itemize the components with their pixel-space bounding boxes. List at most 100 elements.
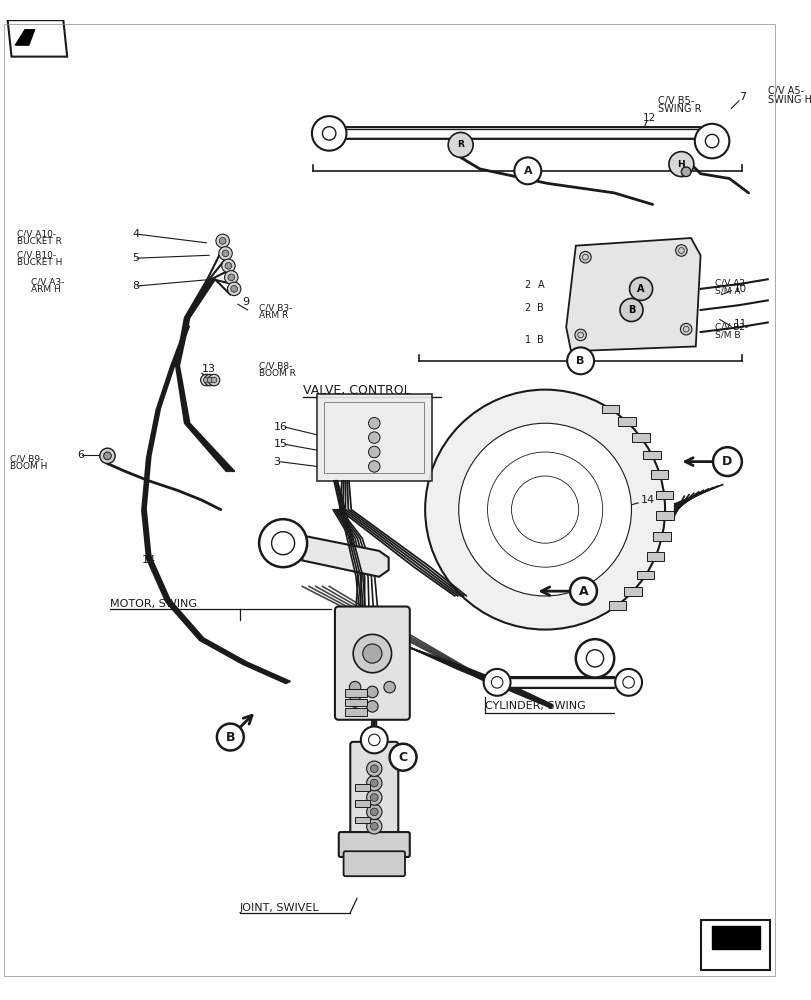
Circle shape bbox=[448, 132, 473, 157]
Text: BUCKET R: BUCKET R bbox=[17, 237, 62, 246]
Text: A: A bbox=[537, 280, 543, 290]
FancyBboxPatch shape bbox=[608, 601, 625, 610]
Circle shape bbox=[368, 446, 380, 458]
Text: A: A bbox=[523, 166, 531, 176]
FancyBboxPatch shape bbox=[316, 394, 431, 481]
Circle shape bbox=[370, 794, 378, 801]
Text: 14: 14 bbox=[142, 555, 156, 565]
Circle shape bbox=[384, 681, 395, 693]
FancyBboxPatch shape bbox=[345, 708, 366, 716]
Circle shape bbox=[366, 775, 381, 791]
Text: 14: 14 bbox=[641, 495, 654, 505]
FancyBboxPatch shape bbox=[354, 800, 370, 807]
Circle shape bbox=[218, 247, 232, 260]
Text: R: R bbox=[457, 140, 464, 149]
Circle shape bbox=[349, 681, 360, 693]
Text: ARM H: ARM H bbox=[31, 285, 60, 294]
Circle shape bbox=[363, 644, 381, 663]
Circle shape bbox=[366, 804, 381, 820]
Circle shape bbox=[425, 390, 664, 630]
Text: 16: 16 bbox=[273, 422, 287, 432]
FancyBboxPatch shape bbox=[632, 433, 649, 442]
Text: 9: 9 bbox=[242, 297, 249, 307]
FancyBboxPatch shape bbox=[601, 405, 618, 413]
Text: 13: 13 bbox=[201, 364, 215, 374]
Text: C/V B9-: C/V B9- bbox=[10, 454, 43, 463]
Circle shape bbox=[211, 377, 217, 383]
Text: 4: 4 bbox=[132, 229, 139, 239]
Circle shape bbox=[366, 790, 381, 805]
FancyBboxPatch shape bbox=[646, 552, 663, 561]
Circle shape bbox=[680, 323, 691, 335]
FancyBboxPatch shape bbox=[345, 699, 366, 706]
Circle shape bbox=[225, 271, 238, 284]
Circle shape bbox=[513, 157, 541, 184]
Circle shape bbox=[259, 519, 307, 567]
FancyBboxPatch shape bbox=[654, 491, 672, 499]
Text: 10: 10 bbox=[733, 284, 746, 294]
Text: A: A bbox=[578, 585, 588, 598]
Circle shape bbox=[219, 238, 225, 244]
Text: C: C bbox=[398, 751, 407, 764]
Text: C/V A5-: C/V A5- bbox=[767, 86, 803, 96]
Text: S/M B: S/M B bbox=[714, 330, 740, 339]
Text: SWING H: SWING H bbox=[767, 95, 811, 105]
FancyBboxPatch shape bbox=[617, 417, 635, 426]
FancyBboxPatch shape bbox=[700, 920, 769, 970]
Text: VALVE, CONTROL: VALVE, CONTROL bbox=[303, 384, 410, 397]
Circle shape bbox=[227, 282, 241, 296]
Text: 1: 1 bbox=[524, 335, 530, 345]
Circle shape bbox=[311, 116, 346, 151]
Circle shape bbox=[225, 262, 231, 269]
Polygon shape bbox=[711, 926, 759, 949]
Circle shape bbox=[574, 329, 586, 341]
Text: 11: 11 bbox=[733, 319, 746, 329]
FancyBboxPatch shape bbox=[345, 689, 366, 697]
Text: C/V B2-: C/V B2- bbox=[714, 323, 747, 332]
Text: B: B bbox=[537, 335, 543, 345]
Circle shape bbox=[368, 432, 380, 443]
Text: 5: 5 bbox=[132, 253, 139, 263]
Text: C/V B10-: C/V B10- bbox=[17, 251, 56, 260]
FancyBboxPatch shape bbox=[354, 784, 370, 791]
Text: JOINT, SWIVEL: JOINT, SWIVEL bbox=[239, 903, 320, 913]
Text: C/V B5-: C/V B5- bbox=[658, 96, 693, 106]
Circle shape bbox=[104, 452, 111, 460]
Polygon shape bbox=[302, 536, 388, 577]
Text: ARM R: ARM R bbox=[259, 311, 288, 320]
Circle shape bbox=[675, 245, 686, 256]
FancyBboxPatch shape bbox=[655, 511, 673, 520]
Text: C/V A2-: C/V A2- bbox=[714, 279, 747, 288]
Text: A: A bbox=[637, 284, 644, 294]
Circle shape bbox=[370, 779, 378, 787]
Circle shape bbox=[483, 669, 510, 696]
Circle shape bbox=[566, 347, 594, 374]
Circle shape bbox=[360, 726, 387, 753]
Circle shape bbox=[353, 634, 391, 673]
Polygon shape bbox=[565, 238, 700, 351]
FancyBboxPatch shape bbox=[334, 607, 410, 720]
Circle shape bbox=[368, 461, 380, 472]
FancyBboxPatch shape bbox=[624, 587, 641, 596]
Circle shape bbox=[569, 578, 596, 605]
Text: D: D bbox=[722, 455, 732, 468]
Text: SWING R: SWING R bbox=[658, 104, 701, 114]
Circle shape bbox=[222, 250, 229, 257]
Text: B: B bbox=[225, 731, 235, 744]
Text: MOTOR, SWING: MOTOR, SWING bbox=[110, 599, 197, 609]
Circle shape bbox=[230, 286, 238, 292]
Circle shape bbox=[100, 448, 115, 464]
Text: S/M A: S/M A bbox=[714, 286, 740, 295]
FancyBboxPatch shape bbox=[642, 451, 660, 459]
Polygon shape bbox=[7, 20, 67, 57]
Circle shape bbox=[668, 152, 693, 177]
FancyBboxPatch shape bbox=[350, 742, 397, 839]
Circle shape bbox=[579, 251, 590, 263]
Text: C/V A3-: C/V A3- bbox=[31, 278, 64, 287]
Polygon shape bbox=[15, 30, 35, 45]
Circle shape bbox=[204, 377, 209, 383]
Text: 12: 12 bbox=[642, 113, 655, 123]
Text: B: B bbox=[627, 305, 634, 315]
Circle shape bbox=[366, 761, 381, 776]
Circle shape bbox=[200, 374, 212, 386]
